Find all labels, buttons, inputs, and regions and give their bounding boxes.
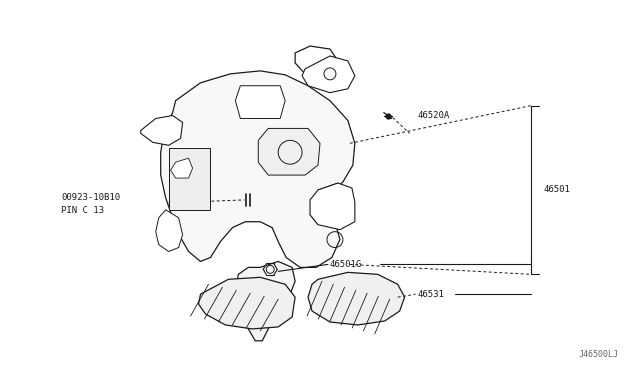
Polygon shape [308, 272, 404, 325]
Text: 46531: 46531 [417, 290, 444, 299]
Polygon shape [295, 46, 338, 79]
Polygon shape [236, 86, 285, 119]
Text: 46520A: 46520A [417, 111, 450, 120]
Text: PIN C 13: PIN C 13 [61, 206, 104, 215]
Text: 00923-10B10: 00923-10B10 [61, 193, 120, 202]
Polygon shape [169, 148, 211, 210]
Polygon shape [302, 56, 355, 93]
Text: 46501G: 46501G [330, 260, 362, 269]
Text: J46500LJ: J46500LJ [579, 350, 619, 359]
Polygon shape [161, 71, 355, 267]
Polygon shape [156, 210, 182, 251]
Polygon shape [310, 183, 355, 230]
Polygon shape [259, 128, 320, 175]
Polygon shape [171, 158, 193, 178]
Polygon shape [141, 116, 182, 145]
Polygon shape [236, 262, 295, 341]
Text: 46501: 46501 [543, 186, 570, 195]
Polygon shape [198, 277, 295, 329]
